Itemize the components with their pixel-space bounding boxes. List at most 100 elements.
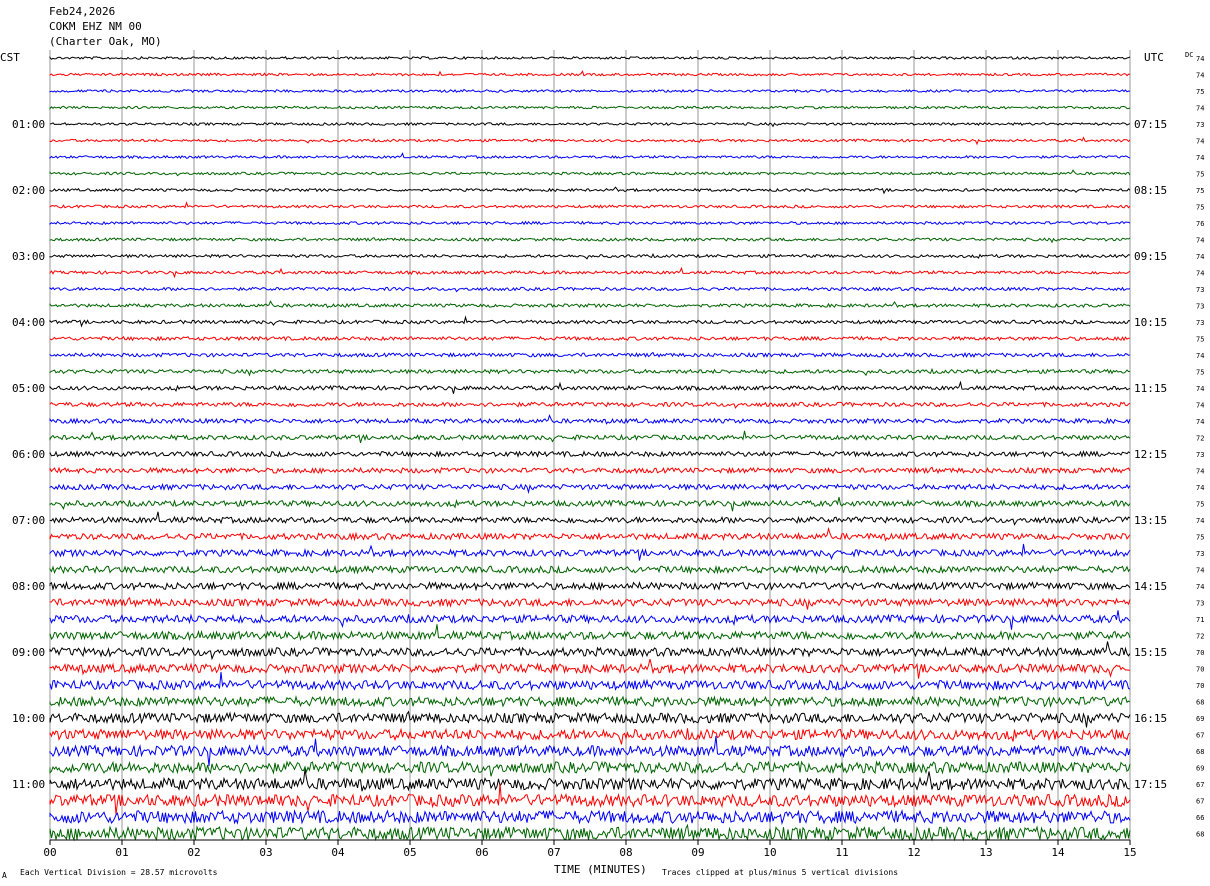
x-tick-label: 15 [1123,846,1136,859]
utc-time-label: 08:15 [1134,184,1167,197]
seismic-trace [49,169,1131,177]
dc-value: 73 [1196,550,1204,558]
seismic-trace [49,543,1131,561]
utc-time-label: 12:15 [1134,448,1167,461]
seismic-trace [49,695,1131,708]
seismic-trace [49,286,1131,293]
seismic-trace [49,823,1131,842]
seismic-trace [49,367,1131,377]
dc-value: 72 [1196,435,1204,443]
seismic-trace [49,380,1131,394]
dc-value: 74 [1196,385,1204,393]
dc-value: 67 [1196,781,1204,789]
scale-note: Each Vertical Division = 28.57 microvolt… [20,868,218,877]
seismic-traces [49,55,1131,842]
seismic-trace [49,201,1131,209]
seismic-trace [49,121,1131,128]
seismic-trace [49,496,1131,512]
seismic-trace [49,55,1131,61]
x-tick-label: 07 [547,846,560,859]
seismic-trace [49,710,1131,728]
dc-value: 74 [1196,105,1204,113]
seismic-trace [49,511,1131,526]
station-label: COKM EHZ NM 00 [49,20,142,33]
dc-value: 74 [1196,517,1204,525]
x-tick-label: 14 [1051,846,1065,859]
dc-value: 66 [1196,814,1204,822]
dc-value: 74 [1196,468,1204,476]
dc-value: 74 [1196,72,1204,80]
dc-value: 74 [1196,583,1204,591]
location-label: (Charter Oak, MO) [49,35,162,48]
seismic-trace [49,351,1131,358]
seismic-trace [49,136,1131,146]
dc-value: 71 [1196,616,1204,624]
utc-time-label: 11:15 [1134,382,1167,395]
seismic-trace [49,186,1131,195]
dc-value: 75 [1196,204,1204,212]
cst-time-label: 03:00 [12,250,45,263]
utc-time-label: 16:15 [1134,712,1167,725]
cst-time-label: 08:00 [12,580,45,593]
seismic-trace [49,580,1131,592]
dc-value: 74 [1196,484,1204,492]
cst-time-label: 06:00 [12,448,45,461]
dc-value: 73 [1196,319,1204,327]
corner-mark: A [2,871,7,880]
x-tick-label: 12 [907,846,920,859]
utc-time-label: 09:15 [1134,250,1167,263]
right-timezone-label: UTC [1144,51,1164,64]
seismic-trace [49,450,1131,458]
x-tick-label: 08 [619,846,632,859]
x-tick-label: 05 [403,846,416,859]
utc-time-label: 14:15 [1134,580,1167,593]
seismic-trace [49,401,1131,409]
dc-value: 74 [1196,402,1204,410]
dc-value: 73 [1196,121,1204,129]
seismic-trace [49,466,1131,475]
seismic-trace [49,809,1131,826]
dc-value: 74 [1196,253,1204,261]
left-timezone-label: CST [0,51,20,64]
dc-value: 75 [1196,171,1204,179]
dc-value: 72 [1196,633,1204,641]
seismic-trace [49,672,1131,692]
utc-hour-labels: 07:15 08:15 09:15 10:15 11:15 12:15 13:15 14:15… [1134,118,1167,791]
seismic-trace [49,237,1131,244]
dc-value: 75 [1196,88,1204,96]
dc-header-label: DC [1185,51,1193,59]
dc-value: 74 [1196,237,1204,245]
dc-value: 74 [1196,138,1204,146]
seismic-trace [49,300,1131,309]
dc-value: 75 [1196,501,1204,509]
dc-value: 75 [1196,336,1204,344]
dc-offset-labels: 74 74 75 74 73 74 74 75 75 75 76 74 74 74 73 73 73 75 74 75… [1196,55,1204,839]
utc-time-label: 13:15 [1134,514,1167,527]
utc-time-label: 10:15 [1134,316,1167,329]
dc-value: 74 [1196,418,1204,426]
seismic-trace [49,727,1131,745]
seismic-trace [49,526,1131,542]
x-tick-label: 09 [691,846,704,859]
seismic-trace [49,430,1131,444]
seismic-trace [49,70,1131,77]
seismic-trace [49,220,1131,226]
seismic-trace [49,88,1131,94]
cst-time-label: 09:00 [12,646,45,659]
seismic-trace [49,105,1131,110]
x-tick-label: 13 [979,846,992,859]
dc-value: 67 [1196,798,1204,806]
dc-value: 73 [1196,600,1204,608]
dc-value: 75 [1196,369,1204,377]
cst-time-label: 01:00 [12,118,45,131]
seismic-trace [49,413,1131,425]
utc-time-label: 07:15 [1134,118,1167,131]
x-axis-title: TIME (MINUTES) [554,863,647,876]
seismic-trace [49,641,1131,661]
seismic-trace [49,735,1131,767]
x-tick-label: 04 [331,846,345,859]
x-tick-label: 06 [475,846,488,859]
seismic-trace [49,596,1131,610]
x-tick-label: 10 [763,846,776,859]
